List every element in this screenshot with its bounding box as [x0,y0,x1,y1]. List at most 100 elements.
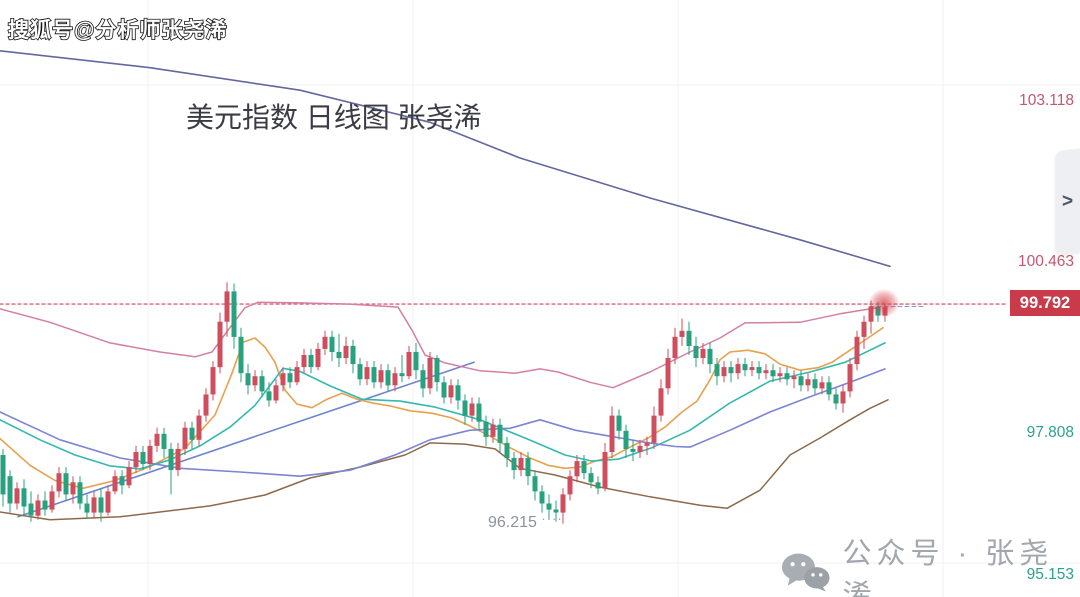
candlestick [665,358,671,389]
candlestick [476,403,482,422]
candlestick [700,348,706,358]
candlestick [182,427,188,449]
candlestick [714,364,720,377]
sohu-account-watermark: 搜狐号@分析师张尧浠 [7,18,228,43]
candlestick [126,467,132,486]
chevron-right-icon: > [1061,191,1074,213]
candlestick [154,433,160,446]
candlestick [588,473,594,483]
candlestick [77,482,83,504]
candlestick [763,370,769,374]
candlestick [861,321,867,337]
candlestick [539,491,545,504]
candlestick [420,370,426,389]
candlestick [217,321,223,368]
candlestick [308,355,314,368]
candlestick [357,364,363,380]
candlestick [427,358,433,389]
candlestick [805,379,811,386]
candlestick [434,358,440,383]
candlestick [238,336,244,374]
candlestick [854,336,860,365]
candlestick [42,500,48,510]
candlestick [406,352,412,377]
candlestick [392,373,398,386]
last-price-glow-marker [862,283,906,323]
chart-title: 美元指数 日线图 张尧浠 [186,102,482,133]
candlestick [819,382,825,389]
candlestick [644,442,650,446]
candlestick [133,452,139,468]
candlestick [595,482,601,489]
candlestick [70,482,76,495]
wechat-watermark: 公众号 · 张尧浠 [780,530,1080,597]
candlestick [98,497,104,513]
low-point-value: 96.215 [488,514,537,531]
candlestick [385,370,391,386]
candlestick [84,503,90,513]
candlestick [56,473,62,492]
candlestick [252,376,258,386]
candlestick [658,388,664,416]
candlestick [21,488,27,507]
candlestick [686,330,692,346]
candlestick [616,415,622,431]
candlestick [637,445,643,452]
candlestick [504,442,510,459]
candlestick [14,488,20,504]
candlestick [497,424,503,443]
candlestick [833,394,839,404]
candlestick [7,476,13,504]
candlestick [105,491,111,513]
candlestick [280,373,286,386]
axis-price-label: 103.118 [1019,92,1074,109]
candlestick [91,497,97,513]
candlestick [350,345,356,365]
expand-panel-button[interactable]: > [1055,148,1080,256]
candlestick [140,452,146,465]
candlestick [770,370,776,377]
candlestick [399,373,405,377]
candlestick [623,430,629,449]
candlestick [742,364,748,371]
candlestick [546,503,552,510]
candlestick [273,385,279,401]
candlestick [679,330,685,337]
candlestick [728,367,734,374]
candlestick [287,373,293,383]
candlestick [210,367,216,395]
axis-price-label: 95.153 [1026,566,1074,583]
candlestick [231,291,237,337]
candlestick [259,376,265,392]
candlestick [630,448,636,452]
candlestick [266,391,272,401]
candlestick [315,348,321,368]
candlestick [672,336,678,358]
candlestick [189,427,195,440]
candlestick [840,391,846,404]
candlestick [35,500,41,516]
current-price-badge: 99.792 [1010,290,1080,316]
candlestick [721,367,727,377]
ascending-trendline [17,361,475,518]
candlestick [469,403,475,416]
candlestick [784,373,790,380]
candlestick [574,461,580,477]
candlestick [735,364,741,374]
candlestick [147,445,153,465]
candlestick [567,476,573,495]
wechat-account-text: 公众号 · 张尧浠 [842,538,1054,597]
candlestick [777,373,783,377]
candlestick [791,376,797,380]
candlestick [749,367,755,371]
candlestick [329,336,335,352]
candlestick [532,476,538,492]
candlestick [798,376,804,386]
candlestick [28,503,34,516]
candlestick [525,458,531,477]
candlestick [119,476,125,486]
candlestick [847,364,853,392]
wechat-icon [781,553,830,592]
